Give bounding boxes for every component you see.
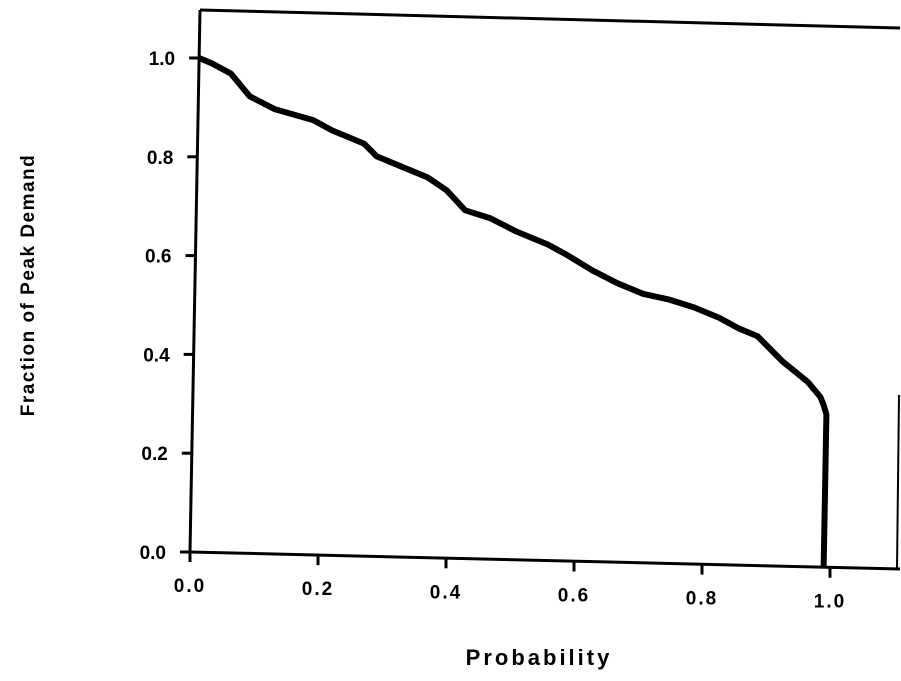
y-tick-label: 0.0: [140, 543, 166, 564]
y-tick-label: 1.0: [149, 49, 175, 70]
x-axis-ticks: 0.0 0.2 0.4 0.6 0.8 1.0: [174, 552, 846, 613]
right-axis-line: [896, 394, 900, 570]
x-tick-label: 0.6: [558, 585, 590, 606]
y-tick-label: 0.2: [141, 444, 167, 465]
x-tick-label: 1.0: [814, 592, 846, 613]
y-axis-label: Fraction of Peak Demand: [18, 154, 39, 417]
x-axis-line: [189, 550, 901, 571]
x-tick-label: 0.0: [174, 576, 206, 597]
y-tick-label: 0.6: [145, 247, 171, 268]
top-axis-line: [199, 8, 901, 30]
demand-curve-line: [197, 55, 830, 568]
series-layer: [197, 55, 830, 568]
y-axis-line: [188, 9, 202, 553]
plot-frame: [188, 8, 901, 571]
x-tick-label: 0.4: [430, 582, 462, 603]
x-tick-label: 0.2: [302, 579, 334, 600]
y-axis-ticks: 0.0 0.2 0.4 0.6 0.8 1.0: [140, 49, 200, 564]
x-axis-label: Probability: [466, 645, 613, 670]
x-tick-label: 0.8: [686, 589, 718, 610]
y-tick-label: 0.8: [147, 148, 173, 169]
y-tick-label: 0.4: [143, 345, 170, 366]
